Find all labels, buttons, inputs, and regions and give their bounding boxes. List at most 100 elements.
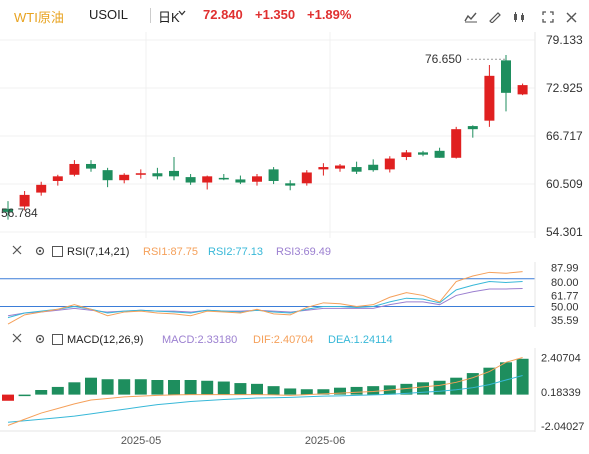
candle-body bbox=[335, 165, 345, 169]
candle-style-button[interactable] bbox=[509, 8, 529, 26]
macd-histogram-bar bbox=[201, 380, 214, 395]
macd-histogram-bar bbox=[350, 386, 363, 395]
macd-chart[interactable]: 2.40704 0.18339 -2.04027 bbox=[0, 348, 589, 432]
y-tick-label: 60.509 bbox=[546, 177, 583, 191]
macd-histogram-bar bbox=[417, 382, 429, 395]
macd-y-tick-label: 0.18339 bbox=[541, 387, 581, 399]
candle-body bbox=[169, 170, 179, 177]
close-icon bbox=[566, 12, 576, 22]
macd-histogram-bar bbox=[184, 380, 197, 395]
close-icon[interactable] bbox=[12, 333, 22, 343]
gear-icon[interactable] bbox=[34, 333, 46, 345]
candle-body bbox=[501, 60, 511, 93]
x-tick-label: 2025-05 bbox=[121, 435, 161, 447]
candle-body bbox=[86, 163, 96, 169]
macd-line-dif bbox=[7, 357, 523, 426]
macd-histogram-bar bbox=[400, 383, 413, 395]
macd-y-tick-label: 2.40704 bbox=[541, 353, 581, 365]
macd-histogram-bar bbox=[334, 387, 346, 395]
dif-label: DIF:2.40704 bbox=[253, 334, 314, 346]
period-selector[interactable]: 日K bbox=[158, 10, 180, 25]
macd-histogram-bar bbox=[68, 382, 81, 395]
macd-title: MACD(12,26,9) bbox=[67, 334, 144, 346]
rsi-y-tick-label: 35.59 bbox=[551, 315, 579, 327]
macd-histogram-bar bbox=[367, 386, 380, 395]
draw-icon bbox=[489, 12, 501, 23]
candle-body bbox=[135, 173, 146, 175]
close-button[interactable] bbox=[561, 8, 581, 26]
last-price: 72.840 bbox=[203, 7, 243, 22]
y-tick-label: 79.133 bbox=[546, 33, 583, 47]
dea-label: DEA:1.24114 bbox=[328, 334, 393, 346]
gear-icon[interactable] bbox=[34, 245, 46, 257]
macd-histogram-bar bbox=[134, 379, 147, 395]
macd-histogram-bar bbox=[483, 367, 496, 395]
macd-histogram-bar bbox=[251, 383, 263, 395]
macd-histogram-bar bbox=[151, 380, 164, 395]
chart-type-button[interactable] bbox=[461, 8, 481, 26]
macd-histogram-bar bbox=[118, 379, 131, 395]
rsi3-label: RSI3:69.49 bbox=[276, 246, 332, 258]
macd-histogram-bar bbox=[317, 389, 330, 395]
close-icon[interactable] bbox=[12, 245, 22, 255]
y-tick-label: 54.301 bbox=[546, 225, 583, 238]
candle-body bbox=[52, 176, 63, 181]
macd-y-tick-label: -2.04027 bbox=[541, 421, 584, 432]
price-change-pct: +1.89% bbox=[307, 7, 352, 22]
symbol-code: USOIL bbox=[89, 7, 129, 22]
macd-histogram-bar bbox=[284, 388, 297, 395]
macd-histogram-bar bbox=[267, 386, 280, 395]
candle-body bbox=[69, 163, 80, 175]
macd-histogram-bar bbox=[85, 377, 97, 395]
candle-style-icon bbox=[514, 12, 524, 22]
macd-histogram-bar bbox=[234, 383, 247, 395]
rsi-y-tick-label: 87.99 bbox=[551, 262, 579, 274]
expand-icon[interactable] bbox=[52, 246, 63, 257]
candle-body bbox=[467, 126, 478, 130]
expand-icon[interactable] bbox=[52, 334, 63, 345]
candle-body bbox=[301, 172, 312, 184]
fullscreen-icon bbox=[542, 11, 554, 23]
macd-histogram-bar bbox=[35, 390, 48, 395]
macd-histogram-bar bbox=[300, 389, 313, 395]
candle-body bbox=[418, 152, 428, 155]
divider bbox=[150, 8, 151, 23]
candle-body bbox=[102, 170, 113, 181]
candle-body bbox=[318, 167, 329, 170]
rsi-title: RSI(7,14,21) bbox=[67, 246, 130, 258]
candle-body bbox=[235, 179, 246, 183]
candle-body bbox=[517, 85, 528, 95]
rsi2-label: RSI2:77.13 bbox=[208, 246, 264, 258]
candle-body bbox=[218, 177, 229, 180]
candle-body bbox=[401, 152, 412, 158]
macd-header: MACD(12,26,9) MACD:2.33180 DIF:2.40704 D… bbox=[0, 330, 589, 350]
candle-body bbox=[368, 164, 379, 171]
macd-histogram-bar bbox=[2, 394, 14, 401]
symbol-name[interactable]: WTI原油 bbox=[14, 10, 64, 25]
macd-histogram-bar bbox=[51, 386, 64, 395]
candle-body bbox=[484, 75, 495, 121]
low-price-label: 56.784 bbox=[1, 206, 38, 220]
macd-histogram-bar bbox=[168, 380, 180, 395]
candle-body bbox=[451, 129, 462, 158]
candle-body bbox=[36, 184, 47, 193]
draw-button[interactable] bbox=[485, 8, 505, 26]
candle-body bbox=[285, 183, 296, 186]
macd-histogram-bar bbox=[500, 362, 512, 395]
macd-histogram-bar bbox=[18, 394, 31, 397]
macd-histogram-bar bbox=[217, 381, 230, 395]
fullscreen-button[interactable] bbox=[538, 8, 558, 26]
price-chart[interactable]: 79.133 72.925 66.717 60.509 54.301 76.650 56.7… bbox=[0, 32, 589, 238]
macd-value-label: MACD:2.33180 bbox=[162, 334, 238, 346]
top-bar: WTI原油 USOIL 日K 72.840 +1.350 +1.89% bbox=[0, 0, 589, 32]
high-price-label: 76.650 bbox=[425, 52, 462, 66]
chevron-down-icon[interactable] bbox=[178, 9, 186, 17]
y-tick-label: 72.925 bbox=[546, 81, 583, 95]
x-tick-label: 2025-06 bbox=[305, 435, 345, 447]
macd-histogram-bar bbox=[433, 380, 446, 395]
chart-type-icon bbox=[464, 12, 477, 23]
price-change: +1.350 bbox=[255, 7, 296, 22]
rsi-y-tick-label: 80.00 bbox=[551, 277, 579, 289]
candle-body bbox=[185, 177, 196, 183]
